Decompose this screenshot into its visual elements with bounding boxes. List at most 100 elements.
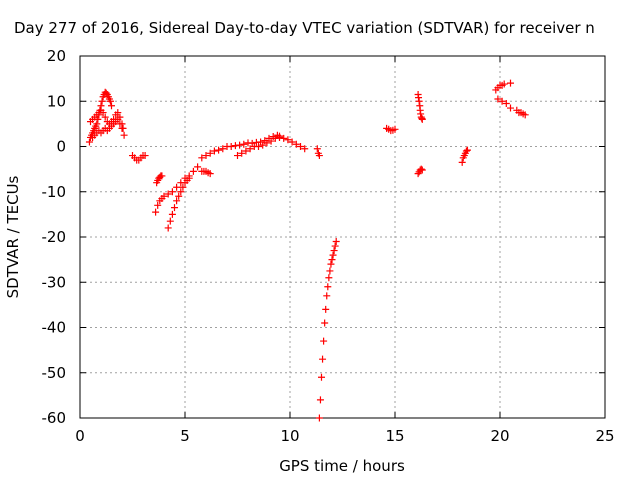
series-s12 <box>315 238 340 422</box>
data-point <box>301 145 309 153</box>
data-point <box>507 104 514 112</box>
data-point <box>500 80 508 88</box>
data-point <box>507 79 514 87</box>
data-point <box>114 109 122 117</box>
data-point <box>292 140 300 148</box>
x-tick-label: 5 <box>180 427 190 445</box>
y-axis-label: SDTVAR / TECUs <box>4 175 22 298</box>
series-s10 <box>234 133 309 160</box>
data-points <box>85 79 529 422</box>
data-point <box>331 242 339 250</box>
data-point <box>326 267 334 275</box>
data-point <box>332 238 340 246</box>
data-point <box>85 138 93 146</box>
data-point <box>98 97 106 105</box>
data-point <box>246 145 254 153</box>
axis-ticks: 0 5 10 15 20 25 -60 -50 -40 -30 -20 -10 0 10 20 <box>42 47 615 445</box>
data-point <box>498 97 506 105</box>
y-tick-label: -50 <box>42 364 67 382</box>
data-point <box>177 188 185 196</box>
data-point <box>116 120 124 128</box>
data-point <box>236 141 244 149</box>
data-point <box>206 149 214 157</box>
data-point <box>462 147 470 155</box>
series-s16 <box>458 146 471 166</box>
data-point <box>319 355 327 363</box>
data-point <box>267 137 275 145</box>
data-point <box>458 158 466 166</box>
data-point <box>242 147 250 155</box>
data-point <box>166 217 174 225</box>
data-point <box>321 319 329 327</box>
data-point <box>93 120 101 128</box>
data-point <box>215 146 223 154</box>
data-point <box>173 183 181 191</box>
data-point <box>330 247 338 255</box>
y-tick-label: -30 <box>42 273 67 291</box>
data-point <box>255 143 262 150</box>
data-point <box>102 89 110 97</box>
data-point <box>391 125 399 133</box>
data-point <box>152 208 160 216</box>
data-point <box>323 292 331 300</box>
data-point <box>415 94 423 102</box>
series-s9 <box>198 131 283 162</box>
data-point <box>418 166 426 174</box>
data-point <box>280 134 288 142</box>
data-point <box>284 136 292 144</box>
series-s11 <box>313 145 323 160</box>
data-point <box>271 134 279 142</box>
series-s8 <box>198 167 214 178</box>
series-s7 <box>164 174 193 232</box>
y-tick-label: -10 <box>42 183 67 201</box>
data-point <box>160 192 168 200</box>
data-point <box>313 145 321 153</box>
data-point <box>276 133 283 141</box>
y-tick-label: -40 <box>42 319 67 337</box>
data-point <box>315 414 323 422</box>
data-point <box>327 260 335 268</box>
x-tick-label: 10 <box>280 427 299 445</box>
series-s4 <box>129 152 149 164</box>
data-point <box>198 154 206 162</box>
data-point <box>315 152 323 160</box>
data-point <box>164 190 172 198</box>
x-tick-label: 15 <box>385 427 404 445</box>
data-point <box>158 172 166 180</box>
y-tick-label: -60 <box>42 409 67 427</box>
series-s13 <box>383 124 399 135</box>
data-point <box>318 373 325 381</box>
data-point <box>99 109 107 117</box>
data-point <box>297 143 304 150</box>
data-point <box>173 197 181 205</box>
data-point <box>227 143 235 150</box>
data-point <box>502 100 510 108</box>
data-point <box>322 305 330 313</box>
series-s19 <box>513 106 529 119</box>
data-point <box>238 149 246 157</box>
x-tick-label: 0 <box>75 427 85 445</box>
data-point <box>288 138 296 146</box>
series-s3 <box>89 115 126 141</box>
data-point <box>521 111 529 119</box>
y-tick-label: 10 <box>47 92 66 110</box>
data-point <box>194 163 202 171</box>
data-point <box>118 124 126 132</box>
data-point <box>168 210 176 218</box>
data-point <box>108 102 115 110</box>
data-point <box>417 165 425 173</box>
data-point <box>259 141 267 149</box>
y-tick-label: 20 <box>47 47 66 65</box>
data-point <box>329 251 337 259</box>
x-tick-label: 20 <box>490 427 509 445</box>
data-point <box>417 110 425 118</box>
y-tick-label: 0 <box>56 138 66 156</box>
data-point <box>494 95 502 103</box>
series-s5 <box>153 172 166 187</box>
data-point <box>418 115 426 123</box>
data-point <box>415 97 423 105</box>
data-point <box>210 147 218 155</box>
series-s15 <box>414 165 426 178</box>
data-point <box>189 167 197 175</box>
